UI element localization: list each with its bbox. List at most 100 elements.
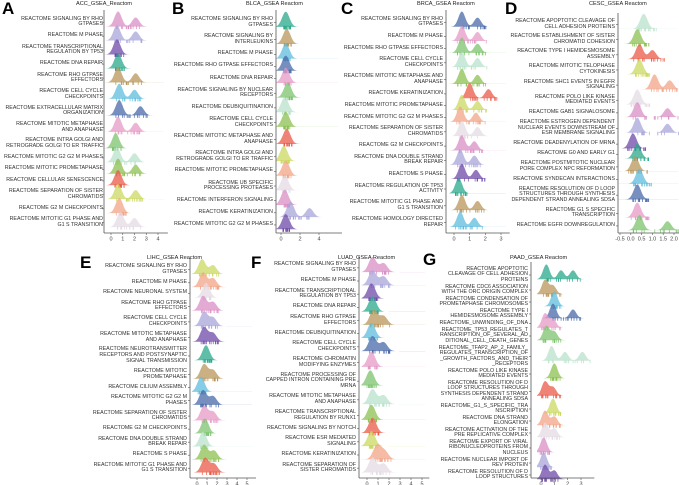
density-ridge	[361, 370, 426, 386]
density-ridge	[617, 117, 679, 133]
row-label: REACTOME SEPARATION OF SISTER CHROMATIDS	[282, 461, 356, 474]
row-label: REACTOME_TP53_REGULATES_TRANSCRIPTION_OF…	[439, 326, 528, 344]
row-label: REACTOME MITOTIC G1 PHASE AND G1 S TRANS…	[349, 199, 443, 211]
density-ridge	[449, 25, 506, 42]
density-ridge	[276, 43, 338, 59]
chart-title: PAAD_GSEA Reactom	[510, 255, 568, 261]
x-tick-label: 1	[121, 237, 124, 243]
panel-letter: G	[423, 250, 437, 269]
density-ridge	[192, 282, 252, 298]
panel-letter: E	[80, 253, 92, 272]
row-label: REACTOME TRANSCRIPTIONAL REGULATION BY T…	[274, 287, 356, 300]
row-label: REACTOME RHO GTPASE EFFECTORS	[121, 299, 187, 312]
density-ridge	[192, 376, 252, 392]
x-tick-label: 4	[156, 237, 159, 243]
row-label: REACTOME M PHASE	[300, 277, 356, 283]
density-ridge	[276, 11, 338, 27]
density-ridge	[449, 211, 506, 227]
row-label: REACTOME SHC1 EVENTS IN EGFR SIGNALING	[523, 78, 615, 91]
row-label: REACTOME TRANSCRIPTIONAL REGULATION BY T…	[21, 43, 103, 56]
x-tick-label: 4	[235, 482, 238, 485]
density-ridge	[537, 452, 591, 468]
density-ridge	[537, 346, 591, 361]
row-label: REACTOME DEUBIQUITINATION	[274, 329, 356, 336]
chart-title: BRCA_GSEA Reactom	[417, 1, 475, 7]
density-ridge	[361, 431, 426, 447]
row-label: REACTOME INTRA GOLGI AND RETROGRADE GOLG…	[176, 150, 273, 162]
row-label: REACTOME SIGNALING BY RHO GTPASES	[21, 15, 103, 28]
density-ridge	[105, 147, 164, 163]
density-ridge	[361, 444, 426, 460]
row-label: REACTOME RHO GTPASE EFFECTORS	[343, 44, 443, 51]
density-ridge	[449, 120, 506, 137]
density-ridge	[276, 128, 338, 144]
density-ridge	[617, 44, 679, 60]
density-ridge	[361, 322, 426, 338]
row-label: REACTOME CELL CYCLE CHECKPOINTS	[123, 315, 187, 327]
row-label: REACTOME DNA REPAIR	[209, 74, 273, 81]
x-tick-label: 4	[317, 237, 320, 243]
row-label: REACTOME MITOTIC PROMETAPHASE	[344, 101, 443, 108]
row-label: REACTOME MITOTIC G2 G2 M PHASES	[110, 394, 187, 406]
row-label: REACTOME SIGNALING BY NUCLEAR RECEPTORS	[177, 86, 273, 99]
x-tick-label: 0.5	[638, 237, 646, 243]
density-ridge	[617, 143, 679, 159]
row-label: REACTOME CDC6 ASSOCIATION WITH THE ORC O…	[441, 283, 528, 296]
row-label: REACTOME MITOTIC PROMETAPHASE	[174, 167, 273, 174]
row-label: REACTOME POLO LIKE KINASE MEDIATED EVENT…	[448, 367, 528, 380]
density-ridge	[449, 11, 506, 27]
row-label: REACTOME DNA STRAND ELONGATION	[462, 414, 528, 427]
row-label: REACTOME SEPARATION OF SISTER CHROMATIDS	[348, 125, 443, 137]
row-label: REACTOME MITOTIC METAPHASE AND ANAPHASE	[343, 73, 443, 85]
row-label: REACTOME POSTMITOTIC NUCLEAR PORE COMPLE…	[519, 160, 615, 172]
row-label: REACTOME MITOTIC G1 PHASE AND G1 S TRANS…	[93, 461, 187, 474]
density-ridge	[192, 311, 252, 327]
x-tick-label: 4	[409, 482, 412, 485]
x-tick-label: 3	[499, 237, 502, 243]
row-label: REACTOME DNA DOUBLE STRAND BREAK REPAIR	[98, 435, 187, 448]
x-tick-label: 1	[376, 482, 379, 485]
density-ridge	[192, 418, 252, 434]
density-ridge	[105, 211, 164, 228]
x-tick-label: 1	[205, 482, 208, 485]
row-label: REACTOME SIGNALING BY RHO GTPASES	[361, 15, 443, 28]
density-ridge	[449, 68, 506, 84]
x-tick-label: 3	[225, 482, 228, 485]
row-label: REACTOME MITOTIC METAPHASE AND ANAPHASE	[269, 393, 356, 405]
density-ridge	[105, 100, 164, 116]
panel-letter: A	[2, 0, 15, 18]
density-ridge	[361, 270, 426, 286]
panel-letter: D	[505, 0, 518, 18]
row-label: REACTOME APOPTOTIC CLEAVAGE OF CELL ADHE…	[515, 18, 615, 30]
x-tick-label: -0.5	[615, 237, 624, 243]
row-label: REACTOME MITOTIC PROMETAPHASE	[4, 165, 103, 172]
density-ridge	[361, 257, 426, 273]
density-ridge	[617, 29, 679, 44]
chart-title: LIHC_GSEA Reactom	[147, 255, 203, 261]
density-ridge	[105, 133, 164, 149]
density-ridge	[449, 195, 506, 211]
row-label: REACTOME INTERFERON SIGNALING	[176, 196, 273, 203]
density-ridge	[192, 389, 252, 405]
row-label: REACTOME M PHASE	[387, 32, 443, 39]
density-ridge	[361, 417, 426, 433]
density-ridge	[105, 53, 164, 69]
row-label: REACTOME NEURONAL SYSTEM	[103, 289, 187, 296]
density-ridge	[276, 189, 338, 206]
x-tick-label: 1	[468, 237, 471, 243]
density-ridge	[276, 28, 338, 45]
density-ridge	[537, 264, 591, 280]
density-ridge	[537, 279, 591, 295]
x-tick-label: 3	[579, 482, 582, 485]
row-label: REACTOME KERATINIZATION	[368, 89, 443, 96]
density-ridge	[192, 405, 252, 421]
density-ridge	[449, 83, 506, 99]
density-ridge	[105, 116, 164, 132]
density-ridge	[537, 313, 591, 328]
row-label: REACTOME G2 M CHECKPOINTS	[18, 204, 103, 211]
density-ridge	[449, 106, 506, 122]
density-ridge	[361, 457, 426, 473]
density-ridge	[105, 67, 164, 83]
